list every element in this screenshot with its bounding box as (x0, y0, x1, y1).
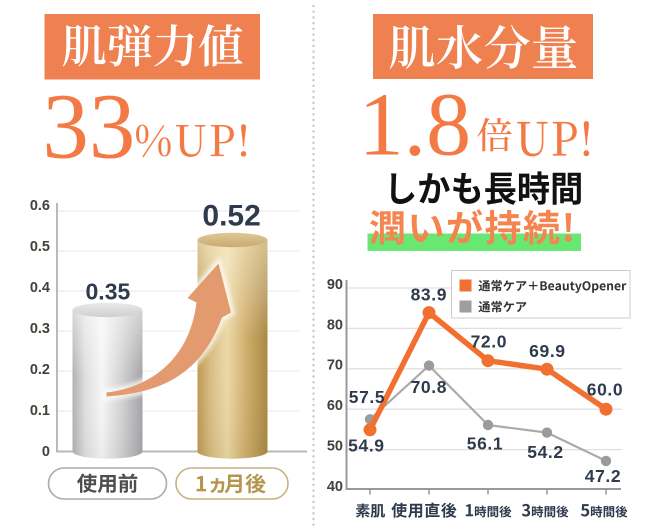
svg-text:69.9: 69.9 (529, 341, 565, 361)
svg-text:80: 80 (327, 317, 343, 333)
svg-text:0.52: 0.52 (202, 199, 260, 232)
svg-text:0.1: 0.1 (30, 403, 50, 419)
svg-text:50: 50 (327, 439, 343, 455)
svg-text:56.1: 56.1 (467, 433, 503, 453)
svg-text:54.2: 54.2 (527, 442, 563, 462)
svg-text:70: 70 (327, 358, 343, 374)
svg-text:70.8: 70.8 (411, 377, 447, 397)
svg-text:0.2: 0.2 (30, 362, 50, 378)
svg-text:57.5: 57.5 (349, 387, 385, 407)
svg-text:0.6: 0.6 (30, 198, 50, 214)
svg-text:1.8: 1.8 (359, 75, 472, 174)
svg-text:60: 60 (327, 398, 343, 414)
svg-text:0: 0 (42, 444, 50, 460)
svg-text:0.5: 0.5 (30, 239, 50, 255)
svg-text:33: 33 (42, 75, 135, 178)
svg-text:47.2: 47.2 (585, 466, 621, 486)
svg-text:40: 40 (327, 479, 343, 495)
svg-text:83.9: 83.9 (411, 285, 447, 305)
svg-text:72.0: 72.0 (471, 332, 507, 352)
svg-text:54.9: 54.9 (348, 436, 384, 456)
svg-text:60.0: 60.0 (587, 380, 623, 400)
svg-text:0.3: 0.3 (30, 321, 50, 337)
svg-text:90: 90 (327, 277, 343, 293)
svg-text:0.4: 0.4 (30, 280, 50, 296)
svg-text:0.35: 0.35 (86, 278, 131, 304)
